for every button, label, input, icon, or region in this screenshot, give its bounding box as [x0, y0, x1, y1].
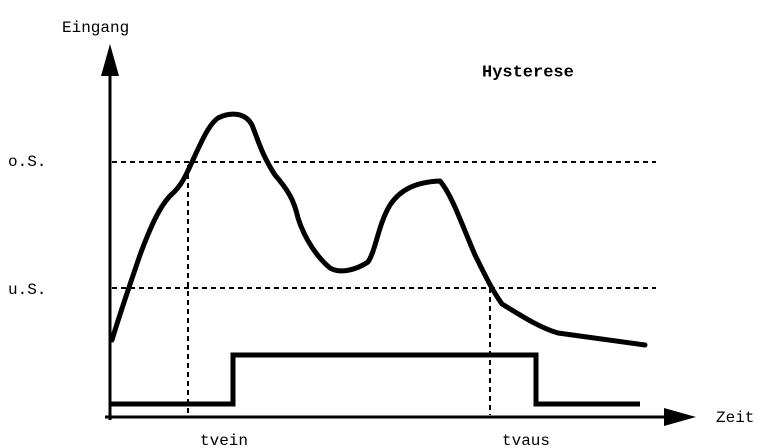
- y-axis-arrow: [101, 44, 119, 76]
- upper-threshold-label: o.S.: [8, 153, 46, 171]
- off-delay-label: tvaus: [502, 432, 550, 448]
- input-signal-curve: [109, 111, 648, 348]
- lower-threshold-label: u.S.: [8, 281, 46, 299]
- x-axis-arrow: [664, 408, 696, 426]
- on-delay-label: tvein: [200, 432, 248, 448]
- output-signal: [110, 352, 640, 407]
- x-axis-label: Zeit: [716, 409, 754, 427]
- diagram-title: Hysterese: [482, 63, 574, 82]
- y-axis-label: Eingang: [62, 19, 129, 37]
